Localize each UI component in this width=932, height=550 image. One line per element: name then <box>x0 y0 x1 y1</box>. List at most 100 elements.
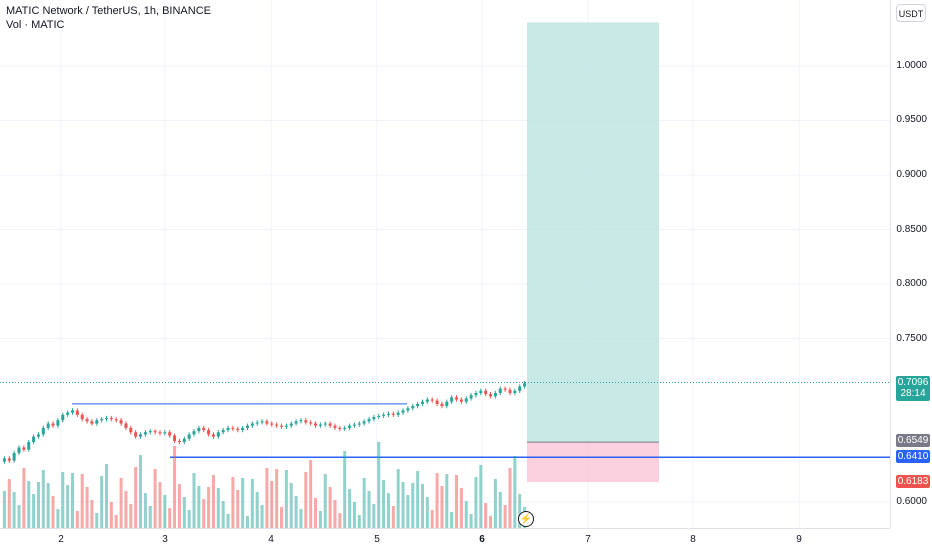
candle-body <box>450 397 454 402</box>
candle-body <box>56 420 60 426</box>
volume-bar <box>489 516 493 528</box>
candle-body <box>158 432 162 434</box>
candle-body <box>221 430 225 433</box>
price-scale[interactable]: 1.0000 0.9500 0.9000 0.8500 0.8000 0.750… <box>890 0 932 528</box>
time-label: 2 <box>58 534 64 545</box>
candle-body <box>216 432 220 437</box>
volume-bar <box>503 505 507 528</box>
volume-bar <box>333 500 337 528</box>
candle-body <box>265 421 269 424</box>
volume-bar <box>27 481 31 528</box>
volume-bar <box>416 471 420 528</box>
volume-bar <box>187 510 191 528</box>
volume-bar <box>479 465 483 528</box>
target-price-tag: 0.6549 <box>896 434 930 447</box>
volume-bar <box>518 494 522 528</box>
candle-body <box>304 420 308 423</box>
volume-bar <box>498 492 502 528</box>
lightning-icon[interactable]: ⚡ <box>518 511 534 527</box>
volume-bar <box>284 470 288 528</box>
candle-body <box>168 432 172 436</box>
candle-body <box>153 431 157 433</box>
candle-body <box>70 410 74 413</box>
price-label: 0.9000 <box>896 169 927 180</box>
volume-bar <box>211 475 215 528</box>
candle-body <box>119 420 123 424</box>
candle-body <box>173 435 177 441</box>
candle-body <box>211 434 215 437</box>
volume-bar <box>163 495 167 528</box>
time-scale[interactable]: 2 3 4 5 6 7 8 9 <box>0 528 890 550</box>
candle-body <box>250 423 254 426</box>
candle-body <box>7 458 11 461</box>
candle-body <box>177 440 181 443</box>
volume-bar <box>265 468 269 528</box>
candle-body <box>406 408 410 411</box>
candle-body <box>143 432 147 435</box>
volume-bar <box>22 468 26 528</box>
candle-body <box>100 419 104 421</box>
volume-bar <box>386 493 390 528</box>
candle-body <box>280 425 284 427</box>
volume-bar <box>114 515 118 528</box>
candle-body <box>372 416 376 420</box>
candle-body <box>148 431 152 433</box>
candle-body <box>163 432 167 434</box>
candle-body <box>275 424 279 426</box>
volume-bar <box>484 503 488 528</box>
symbol-title[interactable]: MATIC Network / TetherUS, 1h, BINANCE <box>6 5 211 17</box>
candle-body <box>498 388 502 393</box>
chart-pane[interactable]: MATIC Network / TetherUS, 1h, BINANCE Vo… <box>0 0 890 528</box>
candle-body <box>231 427 235 429</box>
candle-body <box>343 427 347 429</box>
volume-legend[interactable]: Vol · MATIC <box>6 19 65 31</box>
volume-bar <box>309 460 313 528</box>
candle-body <box>435 400 439 404</box>
volume-bar <box>139 455 143 528</box>
volume-bar <box>314 498 318 528</box>
volume-bar <box>508 468 512 528</box>
candle-body <box>513 390 517 393</box>
time-label: 7 <box>585 534 591 545</box>
candle-body <box>270 423 274 425</box>
volume-bar <box>513 456 517 528</box>
volume-bar <box>450 512 454 528</box>
volume-bar <box>129 504 133 528</box>
volume-bar <box>474 477 478 528</box>
volume-bar <box>70 473 74 528</box>
candle-body <box>187 434 191 439</box>
candle-body <box>182 438 186 443</box>
volume-bar <box>343 451 347 528</box>
last-price-value: 0.7096 <box>897 377 929 388</box>
candle-body <box>382 414 386 416</box>
candle-body <box>245 425 249 428</box>
candle-body <box>333 425 337 428</box>
candle-body <box>338 427 342 429</box>
volume-bar <box>182 497 186 528</box>
volume-bar <box>36 482 40 528</box>
price-label: 0.8500 <box>896 224 927 235</box>
stop-price-tag: 0.6183 <box>896 475 930 488</box>
candle-body <box>61 414 65 421</box>
chart-canvas[interactable] <box>0 0 890 528</box>
candle-body <box>464 398 468 402</box>
last-price-tag: 0.7096 28:14 <box>896 376 930 401</box>
volume-bar <box>226 514 230 528</box>
candle-body <box>474 393 478 396</box>
volume-bar <box>469 514 473 528</box>
volume-bar <box>61 472 65 528</box>
currency-button[interactable]: USDT <box>896 4 926 22</box>
volume-bar <box>109 502 113 528</box>
volume-bar <box>173 446 177 528</box>
volume-bar <box>425 497 429 528</box>
volume-bar <box>430 510 434 528</box>
time-label: 6 <box>479 534 485 545</box>
candle-body <box>469 395 473 399</box>
volume-bar <box>464 501 468 528</box>
volume-bar <box>75 511 79 528</box>
candle-body <box>105 418 109 420</box>
candle-body <box>51 423 55 426</box>
candle-body <box>226 427 230 431</box>
candle-body <box>318 424 322 426</box>
candle-body <box>377 415 381 417</box>
